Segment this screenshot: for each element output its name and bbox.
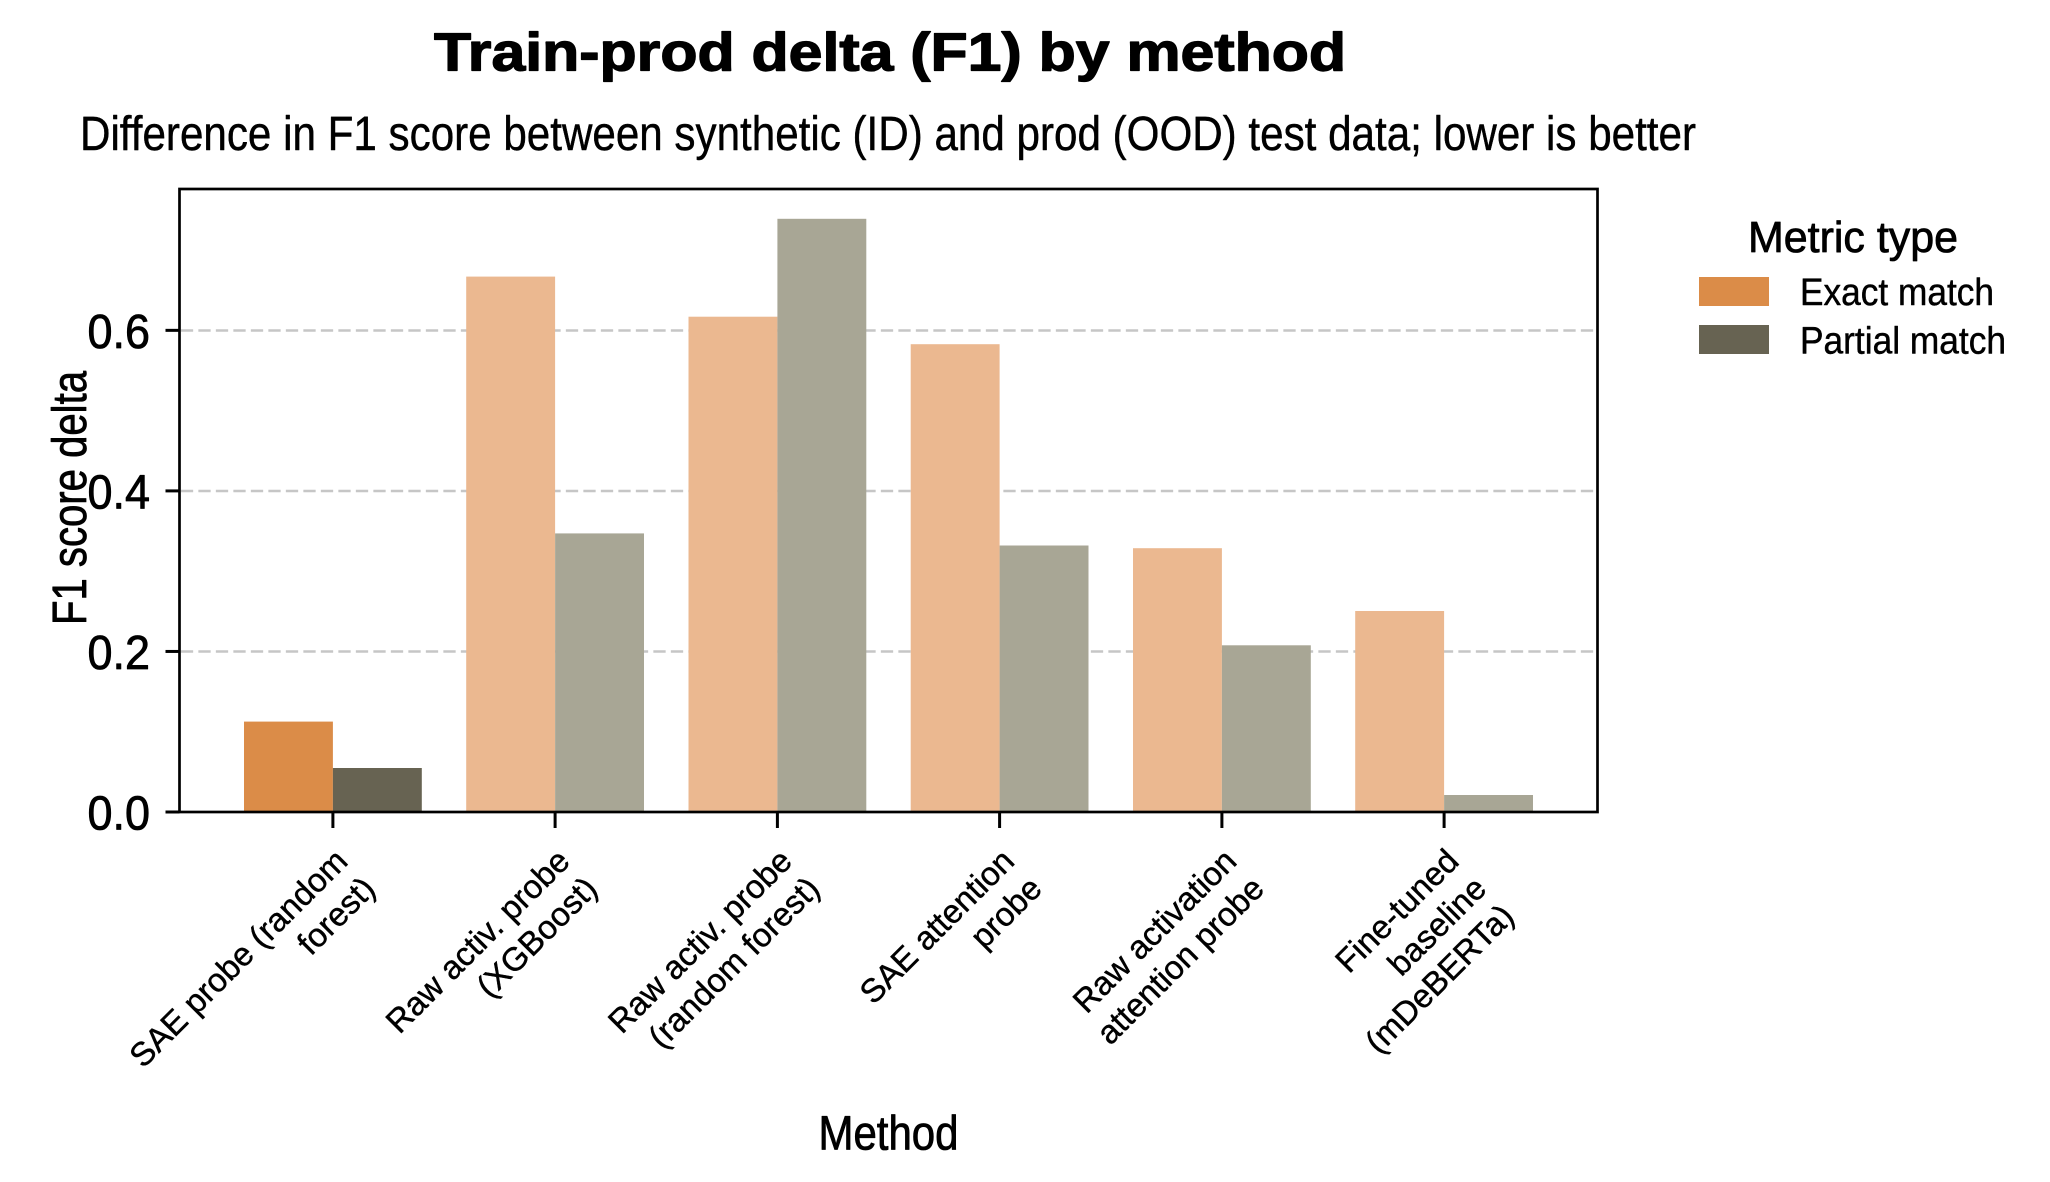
svg-text:Metric type: Metric type <box>1748 213 1958 262</box>
svg-text:F1 score delta: F1 score delta <box>44 371 97 625</box>
svg-text:Difference in F1 score between: Difference in F1 score between synthetic… <box>80 108 1696 161</box>
svg-text:Method: Method <box>819 1107 959 1160</box>
svg-text:Train-prod delta (F1) by metho: Train-prod delta (F1) by method <box>434 23 1346 83</box>
svg-text:0.0: 0.0 <box>88 788 151 841</box>
svg-text:0.4: 0.4 <box>88 466 151 519</box>
svg-text:Exact match: Exact match <box>1800 272 1994 314</box>
svg-text:Partial match: Partial match <box>1800 321 2006 363</box>
svg-text:0.6: 0.6 <box>88 306 151 359</box>
svg-text:0.2: 0.2 <box>88 627 151 680</box>
